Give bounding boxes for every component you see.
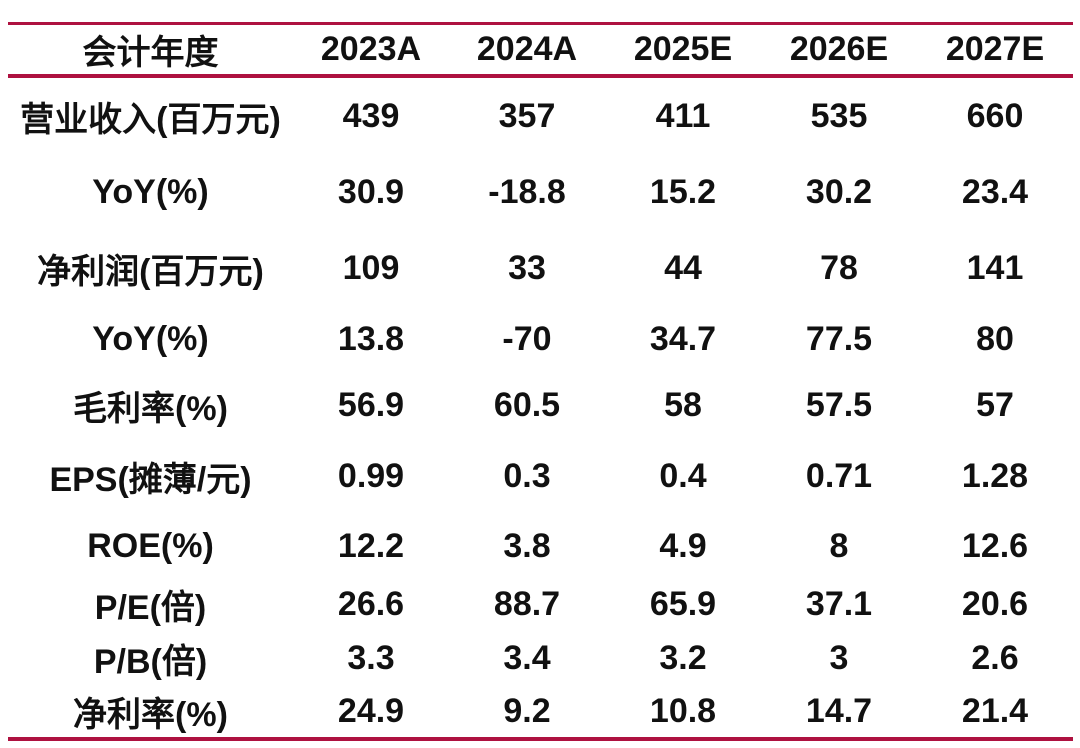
table-row-gross-margin: 毛利率(%) 56.9 60.5 58 57.5 57 bbox=[8, 372, 1073, 438]
table-row-eps: EPS(摊薄/元) 0.99 0.3 0.4 0.71 1.28 bbox=[8, 438, 1073, 515]
cell: 439 bbox=[342, 96, 400, 135]
cell: 13.8 bbox=[337, 320, 405, 358]
cell: 77.5 bbox=[805, 320, 873, 358]
cell: 60.5 bbox=[493, 385, 561, 424]
fiscal-year-table: 会计年度 2023A 2024A 2025E 2026E 2027E 营业收入(… bbox=[8, 25, 1073, 737]
cell: 0.99 bbox=[337, 457, 405, 495]
cell: 37.1 bbox=[805, 585, 873, 623]
table-row-revenue: 营业收入(百万元) 439 357 411 535 660 bbox=[8, 76, 1073, 154]
table-row-roe: ROE(%) 12.2 3.8 4.9 8 12.6 bbox=[8, 515, 1073, 578]
row-label: P/B(倍) bbox=[93, 642, 208, 681]
cell: 10.8 bbox=[649, 691, 717, 730]
cell: 12.2 bbox=[337, 527, 405, 565]
table-row-pe: P/E(倍) 26.6 88.7 65.9 37.1 20.6 bbox=[8, 578, 1073, 631]
cell: 88.7 bbox=[493, 585, 561, 623]
row-label: 净利率(%) bbox=[73, 695, 228, 734]
cell: 141 bbox=[966, 249, 1024, 287]
cell: 535 bbox=[810, 96, 868, 135]
cell: 3.8 bbox=[503, 527, 551, 565]
row-label: YoY(%) bbox=[92, 172, 209, 211]
cell: 56.9 bbox=[337, 385, 405, 424]
cell: 109 bbox=[342, 249, 400, 287]
cell: 411 bbox=[655, 96, 711, 135]
cell: 21.4 bbox=[961, 691, 1029, 730]
cell: 0.71 bbox=[805, 457, 873, 495]
table-row-revenue-yoy: YoY(%) 30.9 -18.8 15.2 30.2 23.4 bbox=[8, 154, 1073, 230]
cell: 0.3 bbox=[503, 457, 551, 495]
cell: 357 bbox=[498, 96, 556, 135]
cell: 30.9 bbox=[337, 172, 405, 211]
cell: 15.2 bbox=[649, 172, 717, 211]
cell: 3 bbox=[829, 638, 849, 677]
cell: 33 bbox=[508, 249, 546, 287]
column-header-2024a: 2024A bbox=[476, 30, 578, 68]
row-label: YoY(%) bbox=[92, 320, 209, 358]
table-row-net-profit: 净利润(百万元) 109 33 44 78 141 bbox=[8, 230, 1073, 307]
row-label: EPS(摊薄/元) bbox=[49, 461, 252, 499]
cell: 14.7 bbox=[805, 691, 873, 730]
cell: 0.4 bbox=[659, 457, 707, 495]
cell: 78 bbox=[820, 249, 858, 287]
row-label: 净利润(百万元) bbox=[37, 253, 264, 291]
cell: 9.2 bbox=[503, 691, 551, 730]
cell: -18.8 bbox=[488, 172, 566, 211]
column-header-fiscal-year: 会计年度 bbox=[82, 34, 219, 72]
column-header-2026e: 2026E bbox=[789, 30, 889, 68]
cell: 26.6 bbox=[337, 585, 405, 623]
cell: 3.4 bbox=[503, 638, 551, 677]
cell: 24.9 bbox=[337, 691, 405, 730]
cell: 12.6 bbox=[961, 527, 1029, 565]
cell: 57 bbox=[976, 385, 1014, 424]
cell: 3.2 bbox=[659, 638, 707, 677]
cell: 23.4 bbox=[961, 172, 1029, 211]
row-label: ROE(%) bbox=[87, 527, 214, 565]
cell: 20.6 bbox=[961, 585, 1029, 623]
column-header-2025e: 2025E bbox=[633, 30, 733, 68]
cell: 660 bbox=[966, 96, 1024, 135]
cell: 58 bbox=[664, 385, 702, 424]
row-label: P/E(倍) bbox=[94, 589, 207, 627]
cell: 1.28 bbox=[961, 457, 1029, 495]
table-row-net-margin: 净利率(%) 24.9 9.2 10.8 14.7 21.4 bbox=[8, 685, 1073, 737]
financial-forecast-table: 会计年度 2023A 2024A 2025E 2026E 2027E 营业收入(… bbox=[8, 22, 1073, 741]
cell: 4.9 bbox=[659, 527, 707, 565]
cell: 57.5 bbox=[805, 385, 873, 424]
cell: 34.7 bbox=[649, 320, 717, 358]
cell: -70 bbox=[502, 320, 552, 358]
table-row-pb: P/B(倍) 3.3 3.4 3.2 3 2.6 bbox=[8, 631, 1073, 685]
cell: 65.9 bbox=[649, 585, 717, 623]
table-row-net-profit-yoy: YoY(%) 13.8 -70 34.7 77.5 80 bbox=[8, 307, 1073, 372]
header-row: 会计年度 2023A 2024A 2025E 2026E 2027E bbox=[8, 25, 1073, 76]
row-label: 营业收入(百万元) bbox=[20, 100, 281, 139]
cell: 8 bbox=[829, 527, 849, 565]
cell: 80 bbox=[976, 320, 1014, 358]
cell: 2.6 bbox=[971, 638, 1019, 677]
cell: 30.2 bbox=[805, 172, 873, 211]
cell: 44 bbox=[664, 249, 702, 287]
cell: 3.3 bbox=[347, 638, 395, 677]
row-label: 毛利率(%) bbox=[73, 389, 228, 428]
column-header-2027e: 2027E bbox=[945, 30, 1045, 68]
column-header-2023a: 2023A bbox=[320, 30, 422, 68]
